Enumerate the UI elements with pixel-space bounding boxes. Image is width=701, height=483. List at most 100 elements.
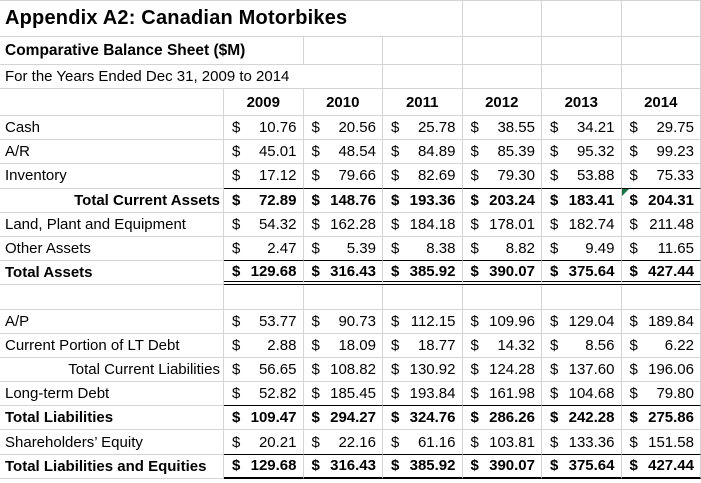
value-cell[interactable]: $79.66	[304, 164, 384, 188]
value-cell[interactable]: $184.18	[383, 213, 463, 237]
value-cell[interactable]: $8.56	[542, 334, 622, 358]
value-cell[interactable]: $427.44	[622, 455, 701, 479]
value-cell[interactable]: $275.86	[622, 406, 701, 430]
value-cell[interactable]: $129.04	[542, 310, 622, 334]
value-cell[interactable]: $82.69	[383, 164, 463, 188]
value-cell[interactable]: $129.68	[224, 261, 304, 285]
value-cell[interactable]: $137.60	[542, 358, 622, 382]
empty-cell[interactable]	[542, 65, 622, 89]
value-cell[interactable]: $112.15	[383, 310, 463, 334]
empty-cell[interactable]	[463, 285, 543, 309]
value-cell[interactable]: $324.76	[383, 406, 463, 430]
value-cell[interactable]: $20.56	[304, 116, 384, 140]
value-cell[interactable]: $316.43	[304, 261, 384, 285]
value-cell[interactable]: $193.36	[383, 189, 463, 213]
value-cell[interactable]: $34.21	[542, 116, 622, 140]
value-cell[interactable]: $53.88	[542, 164, 622, 188]
value-cell[interactable]: $211.48	[622, 213, 701, 237]
empty-cell[interactable]	[304, 37, 384, 65]
value-cell[interactable]: $8.38	[383, 237, 463, 261]
value-cell[interactable]: $124.28	[463, 358, 543, 382]
value-cell[interactable]: $17.12	[224, 164, 304, 188]
column-header-year[interactable]: 2011	[383, 89, 463, 116]
value-cell[interactable]: $11.65	[622, 237, 701, 261]
value-cell[interactable]: $48.54	[304, 140, 384, 164]
value-cell[interactable]: $390.07	[463, 455, 543, 479]
row-label[interactable]: Total Assets	[0, 261, 224, 285]
empty-cell[interactable]	[622, 37, 701, 65]
value-cell[interactable]: $178.01	[463, 213, 543, 237]
value-cell[interactable]: $151.58	[622, 430, 701, 454]
row-label[interactable]: A/P	[0, 310, 224, 334]
value-cell[interactable]: $385.92	[383, 455, 463, 479]
empty-cell[interactable]	[622, 285, 701, 309]
empty-cell[interactable]	[224, 285, 304, 309]
value-cell[interactable]: $95.32	[542, 140, 622, 164]
value-cell[interactable]: $183.41	[542, 189, 622, 213]
value-cell[interactable]: $185.45	[304, 382, 384, 406]
value-cell[interactable]: $193.84	[383, 382, 463, 406]
value-cell[interactable]: $286.26	[463, 406, 543, 430]
value-cell[interactable]: $2.47	[224, 237, 304, 261]
value-cell[interactable]: $79.80	[622, 382, 701, 406]
value-cell[interactable]: $72.89	[224, 189, 304, 213]
row-label[interactable]: Cash	[0, 116, 224, 140]
row-label[interactable]	[0, 285, 224, 309]
value-cell[interactable]: $84.89	[383, 140, 463, 164]
empty-cell[interactable]	[0, 89, 224, 116]
value-cell[interactable]: $75.33	[622, 164, 701, 188]
value-cell[interactable]: $242.28	[542, 406, 622, 430]
value-cell[interactable]: $130.92	[383, 358, 463, 382]
value-cell[interactable]: $316.43	[304, 455, 384, 479]
empty-cell[interactable]	[542, 37, 622, 65]
value-cell[interactable]: $29.75	[622, 116, 701, 140]
value-cell[interactable]: $5.39	[304, 237, 384, 261]
value-cell[interactable]: $148.76	[304, 189, 384, 213]
value-cell[interactable]: $103.81	[463, 430, 543, 454]
empty-cell[interactable]	[383, 285, 463, 309]
value-cell[interactable]: $79.30	[463, 164, 543, 188]
value-cell[interactable]: $189.84	[622, 310, 701, 334]
value-cell[interactable]: $108.82	[304, 358, 384, 382]
value-cell[interactable]: $204.31	[622, 189, 701, 213]
value-cell[interactable]: $18.77	[383, 334, 463, 358]
value-cell[interactable]: $14.32	[463, 334, 543, 358]
value-cell[interactable]: $129.68	[224, 455, 304, 479]
value-cell[interactable]: $109.96	[463, 310, 543, 334]
value-cell[interactable]: $61.16	[383, 430, 463, 454]
value-cell[interactable]: $133.36	[542, 430, 622, 454]
value-cell[interactable]: $22.16	[304, 430, 384, 454]
value-cell[interactable]: $25.78	[383, 116, 463, 140]
period-text[interactable]: For the Years Ended Dec 31, 2009 to 2014	[0, 65, 383, 89]
value-cell[interactable]: $390.07	[463, 261, 543, 285]
value-cell[interactable]: $52.82	[224, 382, 304, 406]
row-label[interactable]: Land, Plant and Equipment	[0, 213, 224, 237]
value-cell[interactable]: $196.06	[622, 358, 701, 382]
empty-cell[interactable]	[463, 37, 543, 65]
value-cell[interactable]: $6.22	[622, 334, 701, 358]
empty-cell[interactable]	[542, 285, 622, 309]
value-cell[interactable]: $427.44	[622, 261, 701, 285]
value-cell[interactable]: $10.76	[224, 116, 304, 140]
column-header-year[interactable]: 2009	[224, 89, 304, 116]
value-cell[interactable]: $375.64	[542, 261, 622, 285]
empty-cell[interactable]	[622, 1, 701, 37]
value-cell[interactable]: $182.74	[542, 213, 622, 237]
value-cell[interactable]: $56.65	[224, 358, 304, 382]
value-cell[interactable]: $9.49	[542, 237, 622, 261]
value-cell[interactable]: $203.24	[463, 189, 543, 213]
sheet-title[interactable]: Appendix A2: Canadian Motorbikes	[0, 1, 463, 37]
sheet-subtitle[interactable]: Comparative Balance Sheet ($M)	[0, 37, 304, 65]
row-label[interactable]: Total Liabilities and Equities	[0, 455, 224, 479]
value-cell[interactable]: $18.09	[304, 334, 384, 358]
row-label[interactable]: Long-term Debt	[0, 382, 224, 406]
value-cell[interactable]: $99.23	[622, 140, 701, 164]
value-cell[interactable]: $375.64	[542, 455, 622, 479]
empty-cell[interactable]	[542, 1, 622, 37]
value-cell[interactable]: $385.92	[383, 261, 463, 285]
value-cell[interactable]: $38.55	[463, 116, 543, 140]
column-header-year[interactable]: 2012	[463, 89, 543, 116]
column-header-year[interactable]: 2014	[622, 89, 701, 116]
row-label[interactable]: Inventory	[0, 164, 224, 188]
column-header-year[interactable]: 2013	[542, 89, 622, 116]
